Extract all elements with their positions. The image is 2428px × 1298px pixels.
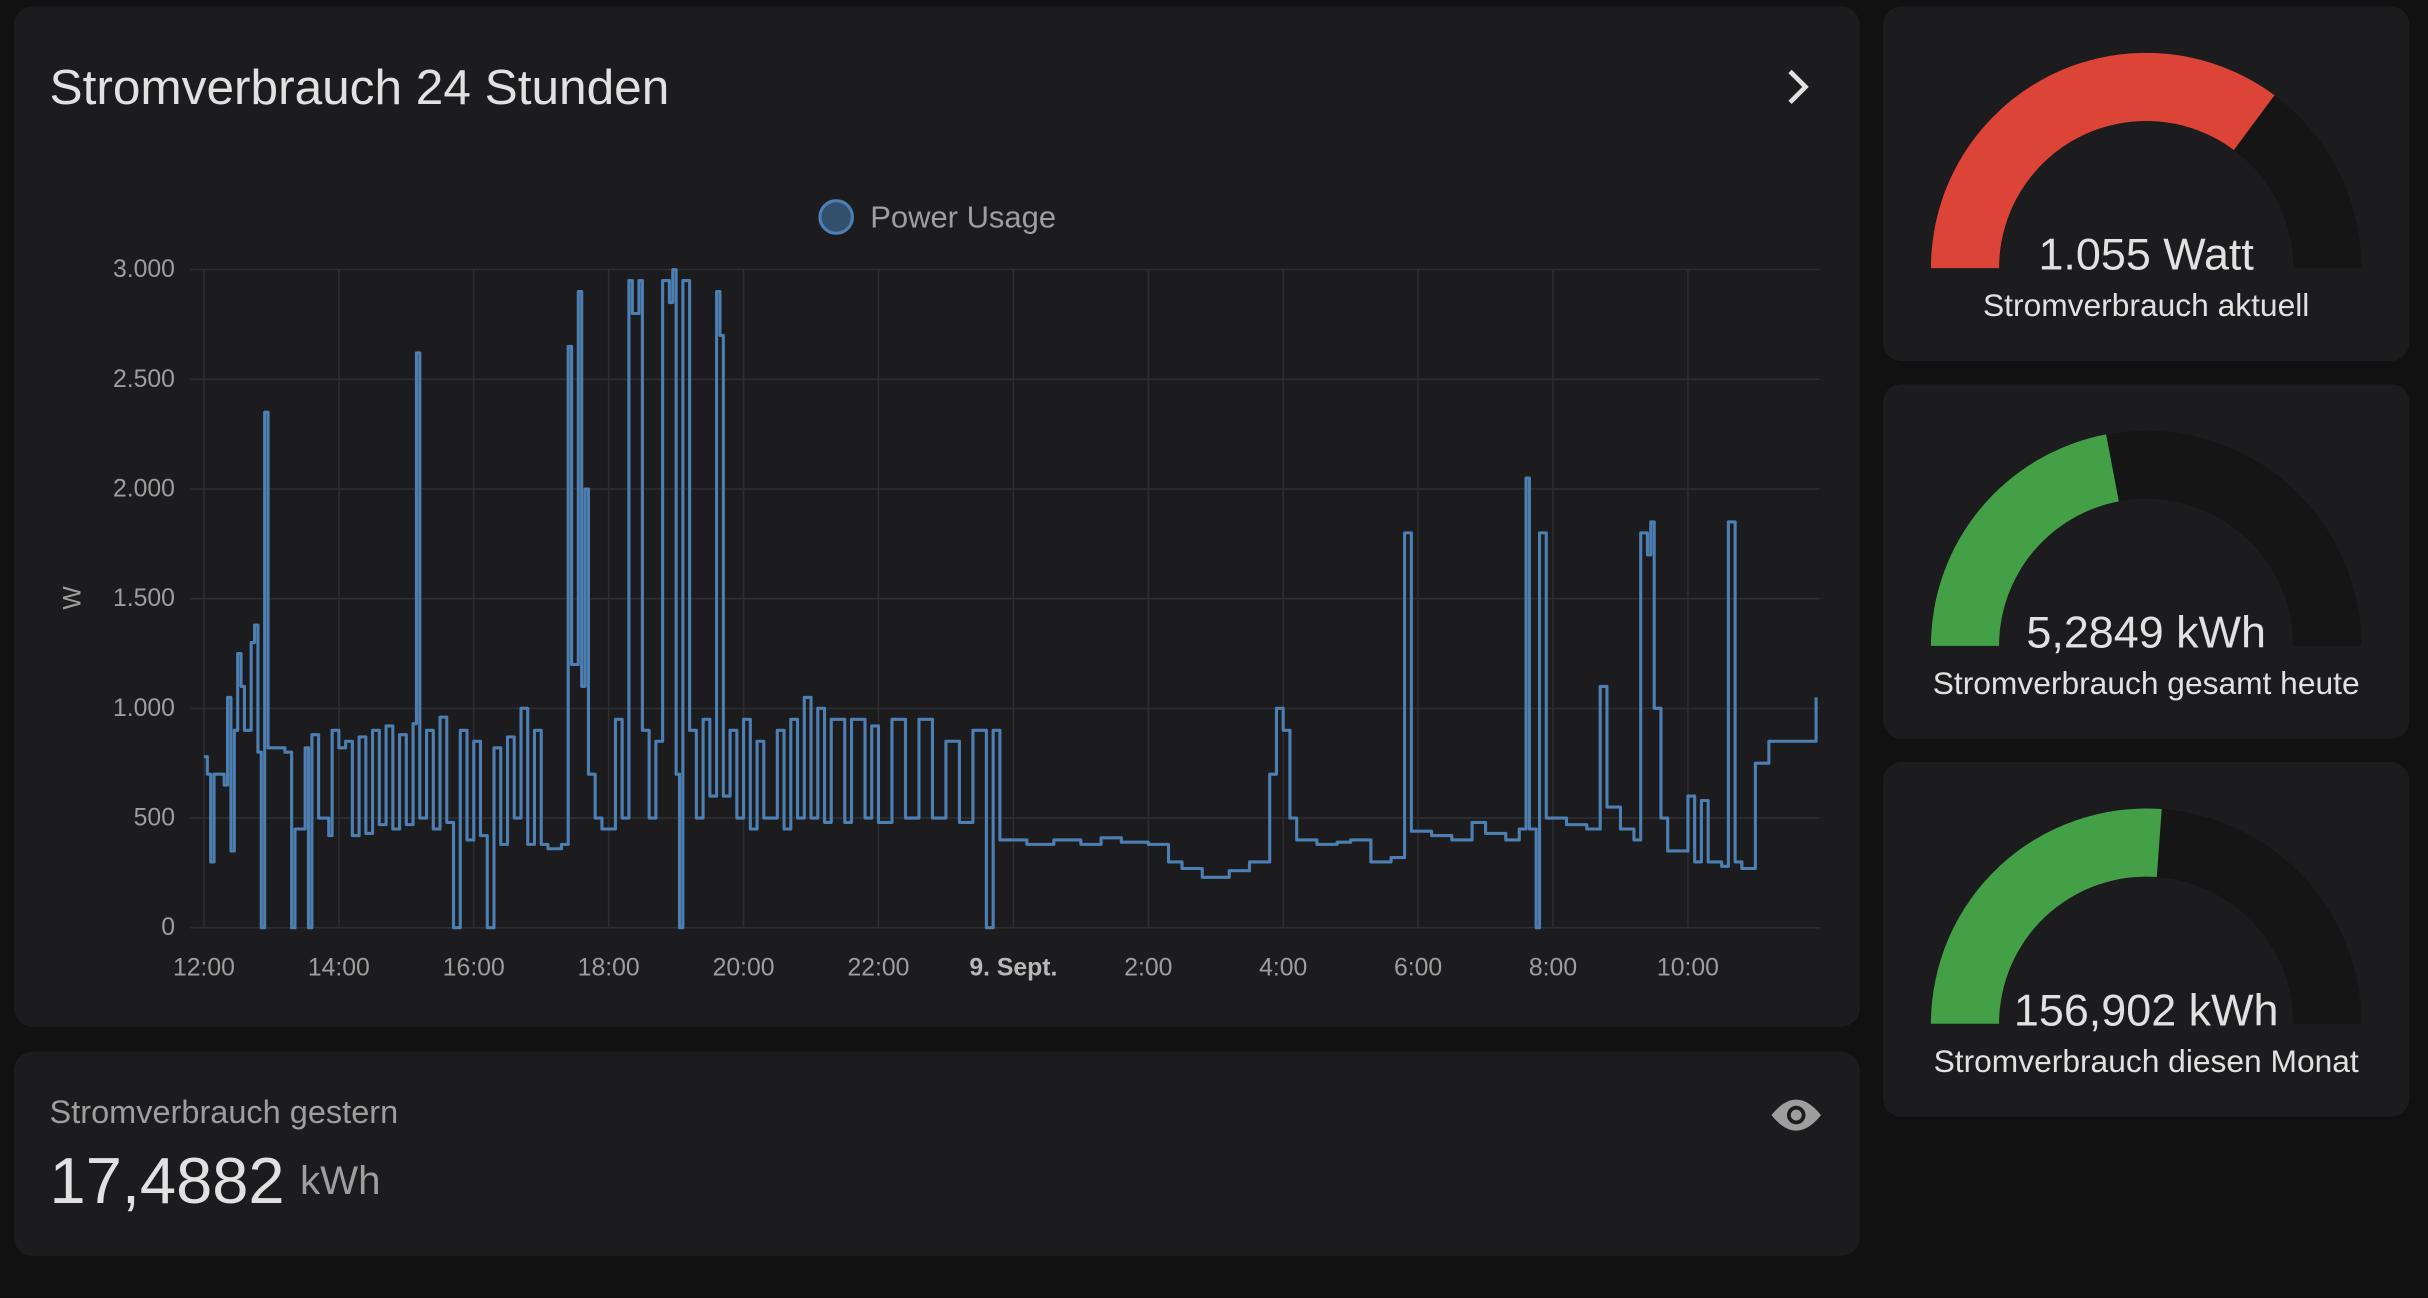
x-tick-label: 18:00 (578, 954, 640, 981)
legend-label: Power Usage (870, 199, 1056, 234)
gauge-card (1882, 384, 2410, 739)
x-tick-label: 14:00 (308, 954, 370, 981)
y-tick-label: 2.000 (113, 475, 175, 502)
gauge-card (1882, 762, 2410, 1117)
x-tick-label: 2:00 (1124, 954, 1172, 981)
x-tick-label: 10:00 (1657, 954, 1719, 981)
x-tick-label: 6:00 (1394, 954, 1442, 981)
state-unit: kWh (300, 1158, 381, 1203)
gauge-name: Stromverbrauch aktuell (1983, 287, 2309, 323)
yesterday-card (13, 1051, 1860, 1256)
x-tick-label: 16:00 (443, 954, 505, 981)
y-tick-label: 0 (161, 914, 175, 941)
gauge-name: Stromverbrauch diesen Monat (1934, 1043, 2359, 1079)
card-title: Stromverbrauch 24 Stunden (50, 59, 670, 115)
entity-state: 17,4882 kWh (50, 1144, 381, 1217)
y-tick-label: 1.500 (113, 585, 175, 612)
x-tick-label: 20:00 (713, 954, 775, 981)
gauge-name: Stromverbrauch gesamt heute (1933, 665, 2360, 701)
y-tick-label: 2.500 (113, 366, 175, 393)
gauge-value: 1.055 Watt (2038, 229, 2254, 280)
state-value: 17,4882 (50, 1144, 285, 1217)
y-axis-label: W (59, 586, 86, 610)
x-tick-label: 22:00 (847, 954, 909, 981)
y-tick-label: 3.000 (113, 256, 175, 283)
x-tick-label: 4:00 (1259, 954, 1307, 981)
gauge-fill (1930, 434, 2119, 646)
entity-name: Stromverbrauch gestern (50, 1094, 399, 1130)
gauge-value: 5,2849 kWh (2026, 606, 2266, 657)
gauge-fill (1930, 52, 2275, 269)
gauge-fill (1930, 808, 2162, 1024)
x-tick-label: 8:00 (1529, 954, 1577, 981)
x-tick-label: 12:00 (173, 954, 235, 981)
legend-swatch (818, 199, 854, 235)
chart-card (13, 6, 1860, 1027)
data-line (203, 268, 1818, 930)
eye-icon[interactable] (1771, 1099, 1821, 1131)
gauge-card (1882, 6, 2410, 361)
y-tick-label: 500 (134, 805, 175, 832)
x-tick-label: 9. Sept. (969, 954, 1057, 981)
y-tick-label: 1.000 (113, 695, 175, 722)
more-info-chevron[interactable] (1788, 69, 1809, 105)
gauge-value: 156,902 kWh (2014, 984, 2279, 1035)
eye-pupil (1790, 1109, 1802, 1121)
